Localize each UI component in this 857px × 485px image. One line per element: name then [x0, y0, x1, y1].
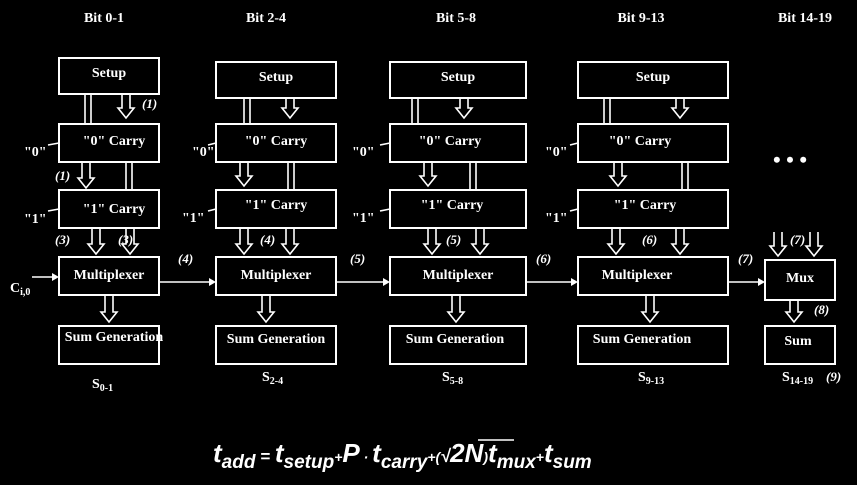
sum-generation-box	[389, 325, 527, 365]
carry0-box	[215, 123, 337, 163]
column-header-bit-2-4: Bit 2-4	[246, 11, 286, 26]
carry1-box	[389, 189, 527, 229]
sum-generation-label: Sum Generation	[406, 332, 505, 347]
input-zero-label: "0"	[545, 145, 568, 160]
step-label: (7)	[790, 232, 805, 247]
input-zero-label: "0"	[352, 145, 375, 160]
step-label: (9)	[826, 369, 841, 384]
carry0-label: "0" Carry	[245, 134, 308, 149]
step-label: (1)	[142, 96, 157, 111]
column-bit-14-19: Mux Sum S14-19	[764, 232, 836, 387]
carry1-label: "1" Carry	[614, 198, 677, 213]
column-bit-5-8: Setup "0" Carry "1" Carry Multiplexer Su…	[352, 61, 527, 387]
multiplexer-box	[215, 256, 337, 296]
delay-formula: tadd = tsetup+P · tcarry+(√2N)tmux+tsum	[213, 438, 592, 473]
sum-output-label: S9-13	[638, 370, 664, 387]
mux-box	[764, 259, 836, 301]
carry-chain-arrowhead-3	[571, 278, 578, 286]
carry0-box	[389, 123, 527, 163]
setup-label: Setup	[92, 66, 126, 81]
carry0-label: "0" Carry	[83, 134, 146, 149]
setup-box	[389, 61, 527, 99]
sum-output-label: S0-1	[92, 377, 113, 394]
setup-box	[577, 61, 729, 99]
carry0-label: "0" Carry	[419, 134, 482, 149]
step-label: (4)	[260, 232, 275, 247]
sum-box	[764, 325, 836, 365]
carry-in-label: Ci,0	[10, 281, 30, 298]
sum-output-label: S2-4	[262, 370, 283, 387]
input-one-label: "1"	[24, 212, 47, 227]
step-label: (3)	[118, 232, 133, 247]
sum-generation-label: Sum Generation	[65, 330, 164, 345]
setup-box	[215, 61, 337, 99]
step-label: (7)	[738, 251, 753, 266]
sum-generation-label: Sum Generation	[227, 332, 326, 347]
sum-generation-box	[577, 325, 729, 365]
multiplexer-label: Multiplexer	[241, 268, 312, 283]
column-header-bit-0-1: Bit 0-1	[84, 11, 124, 26]
ellipsis-dots: • • •	[773, 147, 807, 172]
input-one-label: "1"	[545, 211, 568, 226]
step-label: (5)	[446, 232, 461, 247]
sum-generation-label: Sum Generation	[593, 332, 692, 347]
step-label: (4)	[178, 251, 193, 266]
sum-output-label: S14-19	[782, 370, 813, 387]
setup-label: Setup	[636, 70, 670, 85]
carry1-label: "1" Carry	[83, 202, 146, 217]
multiplexer-label: Multiplexer	[423, 268, 494, 283]
step-label: (8)	[814, 302, 829, 317]
input-zero-label: "0"	[24, 145, 47, 160]
input-zero-label: "0"	[192, 145, 215, 160]
step-label: (1)	[55, 168, 70, 183]
mux-label: Mux	[786, 271, 814, 286]
multiplexer-box	[389, 256, 527, 296]
carry-chain-arrowhead-1	[209, 278, 216, 286]
carry1-label: "1" Carry	[245, 198, 308, 213]
carry1-label: "1" Carry	[421, 198, 484, 213]
carry-chain-arrowhead-4	[758, 278, 765, 286]
carry1-box	[215, 189, 337, 229]
setup-box	[58, 57, 160, 95]
multiplexer-label: Multiplexer	[74, 268, 145, 283]
column-header-bit-14-19: Bit 14-19	[778, 11, 832, 26]
sum-output-label: S5-8	[442, 370, 463, 387]
carry-chain-arrowhead-2	[383, 278, 390, 286]
input-one-label: "1"	[352, 211, 375, 226]
multiplexer-box	[577, 256, 729, 296]
step-label: (3)	[55, 232, 70, 247]
setup-label: Setup	[259, 70, 293, 85]
column-bit-9-13: Setup "0" Carry "1" Carry Multiplexer Su…	[545, 61, 729, 387]
column-bit-0-1: Setup "0" Carry "1" Carry Multiplexer Su…	[24, 57, 164, 394]
carry0-label: "0" Carry	[609, 134, 672, 149]
multiplexer-label: Multiplexer	[602, 268, 673, 283]
sum-label: Sum	[784, 334, 812, 349]
input-one-label: "1"	[182, 211, 205, 226]
step-label: (6)	[536, 251, 551, 266]
carry0-box	[58, 123, 160, 163]
carry0-box	[577, 123, 729, 163]
carry1-box	[58, 189, 160, 229]
step-label: (6)	[642, 232, 657, 247]
carry-in-arrowhead	[52, 273, 59, 281]
column-header-bit-5-8: Bit 5-8	[436, 11, 476, 26]
sum-generation-box	[215, 325, 337, 365]
sum-generation-box	[58, 325, 160, 365]
column-bit-2-4: Setup "0" Carry "1" Carry Multiplexer Su…	[182, 61, 337, 387]
step-label: (5)	[350, 251, 365, 266]
column-header-bit-9-13: Bit 9-13	[617, 11, 664, 26]
setup-label: Setup	[441, 70, 475, 85]
multiplexer-box	[58, 256, 160, 296]
